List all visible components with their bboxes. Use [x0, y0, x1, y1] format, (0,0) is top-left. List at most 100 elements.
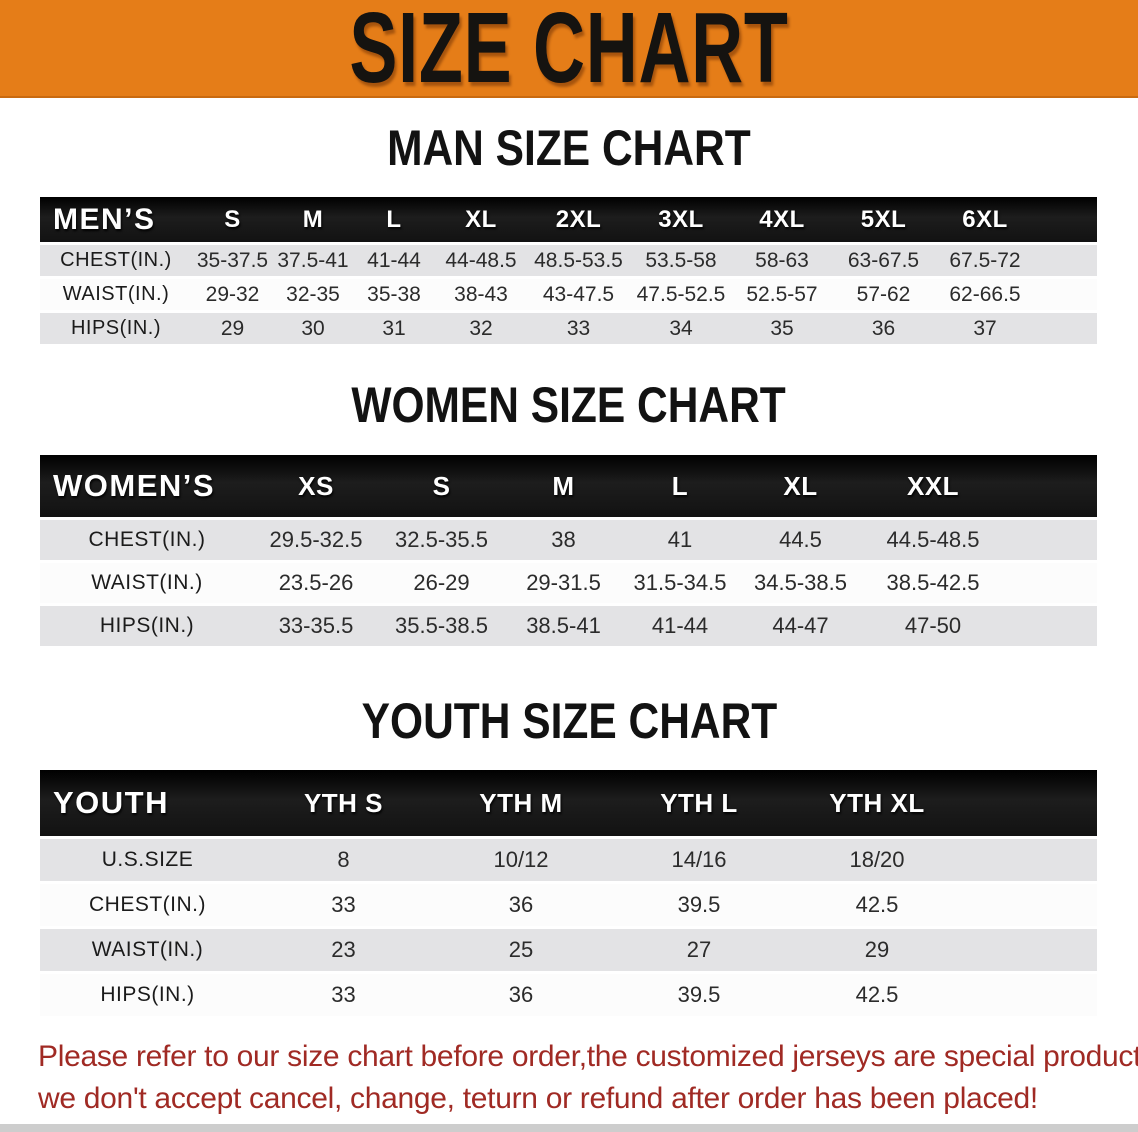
column-header-cell: 3XL — [630, 197, 732, 242]
row-label-cell: HIPS(IN.) — [40, 971, 255, 1016]
column-header-cell: 4XL — [732, 197, 832, 242]
disclaimer-note: Please refer to our size chart before or… — [0, 1036, 1138, 1120]
size-value-cell: 23 — [255, 926, 432, 971]
size-value-cell: 43-47.5 — [527, 276, 630, 310]
column-header-cell: YTH L — [610, 770, 788, 836]
header-row: MEN’S S M L XL 2XL 3XL 4XL 5XL 6XL — [40, 197, 1097, 242]
size-value-cell: 44.5-48.5 — [863, 517, 1003, 560]
size-value-cell: 41-44 — [353, 242, 435, 276]
row-label-cell: HIPS(IN.) — [40, 603, 254, 646]
size-value-cell: 26-29 — [378, 560, 505, 603]
row-label-cell: U.S.SIZE — [40, 836, 255, 881]
size-value-cell: 41-44 — [622, 603, 738, 646]
spacer-cell — [966, 971, 1097, 1016]
size-chart-banner: SIZE CHART — [0, 0, 1138, 98]
size-value-cell: 39.5 — [610, 881, 788, 926]
column-header-cell: XL — [435, 197, 527, 242]
table-row: HIPS(IN.) 29 30 31 32 33 34 35 36 37 — [40, 310, 1097, 344]
size-value-cell: 34 — [630, 310, 732, 344]
size-value-cell: 34.5-38.5 — [738, 560, 863, 603]
women-size-table: WOMEN’S XS S M L XL XXL CHEST(IN.) 29.5-32.5 32.5… — [40, 455, 1097, 646]
spacer-cell — [966, 836, 1097, 881]
table-row: HIPS(IN.) 33 36 39.5 42.5 — [40, 971, 1097, 1016]
spacer-cell — [1003, 517, 1097, 560]
column-header-cell: S — [192, 197, 273, 242]
size-value-cell: 14/16 — [610, 836, 788, 881]
size-value-cell: 37.5-41 — [273, 242, 353, 276]
table-row: CHEST(IN.) 33 36 39.5 42.5 — [40, 881, 1097, 926]
column-header-cell: XS — [254, 455, 378, 517]
size-value-cell: 44-48.5 — [435, 242, 527, 276]
column-header-cell: 6XL — [935, 197, 1035, 242]
row-label-cell: WAIST(IN.) — [40, 926, 255, 971]
size-value-cell: 8 — [255, 836, 432, 881]
size-value-cell: 35-38 — [353, 276, 435, 310]
size-value-cell: 44.5 — [738, 517, 863, 560]
group-header-cell: WOMEN’S — [40, 455, 254, 517]
size-value-cell: 32-35 — [273, 276, 353, 310]
bottom-strip — [0, 1124, 1138, 1132]
column-header-cell: 2XL — [527, 197, 630, 242]
size-value-cell: 67.5-72 — [935, 242, 1035, 276]
spacer-cell — [1035, 242, 1097, 276]
group-header-cell: YOUTH — [40, 770, 255, 836]
size-value-cell: 48.5-53.5 — [527, 242, 630, 276]
size-value-cell: 35-37.5 — [192, 242, 273, 276]
spacer-cell — [1003, 455, 1097, 517]
size-value-cell: 44-47 — [738, 603, 863, 646]
column-header-cell: XL — [738, 455, 863, 517]
size-value-cell: 30 — [273, 310, 353, 344]
column-header-cell: 5XL — [832, 197, 935, 242]
column-header-cell: L — [353, 197, 435, 242]
size-value-cell: 10/12 — [432, 836, 610, 881]
column-header-cell: YTH S — [255, 770, 432, 836]
column-header-cell: M — [505, 455, 622, 517]
size-value-cell: 47-50 — [863, 603, 1003, 646]
column-header-cell: XXL — [863, 455, 1003, 517]
column-header-cell: L — [622, 455, 738, 517]
size-value-cell: 32 — [435, 310, 527, 344]
table-row: U.S.SIZE 8 10/12 14/16 18/20 — [40, 836, 1097, 881]
group-header-cell: MEN’S — [40, 197, 192, 242]
size-value-cell: 39.5 — [610, 971, 788, 1016]
size-value-cell: 29 — [192, 310, 273, 344]
row-label-cell: CHEST(IN.) — [40, 517, 254, 560]
table-row: WAIST(IN.) 23.5-26 26-29 29-31.5 31.5-34.5 34… — [40, 560, 1097, 603]
size-value-cell: 33 — [527, 310, 630, 344]
spacer-cell — [1003, 603, 1097, 646]
spacer-cell — [1035, 276, 1097, 310]
size-value-cell: 33-35.5 — [254, 603, 378, 646]
spacer-cell — [1003, 560, 1097, 603]
size-value-cell: 25 — [432, 926, 610, 971]
table-row: CHEST(IN.) 35-37.5 37.5-41 41-44 44-48.5 48.5… — [40, 242, 1097, 276]
size-value-cell: 35.5-38.5 — [378, 603, 505, 646]
size-value-cell: 38 — [505, 517, 622, 560]
size-value-cell: 35 — [732, 310, 832, 344]
size-value-cell: 33 — [255, 971, 432, 1016]
disclaimer-line-1: Please refer to our size chart before or… — [38, 1040, 1138, 1073]
size-value-cell: 38.5-41 — [505, 603, 622, 646]
column-header-cell: M — [273, 197, 353, 242]
size-value-cell: 52.5-57 — [732, 276, 832, 310]
men-size-table-wrap: MEN’S S M L XL 2XL 3XL 4XL 5XL 6XL CHEST(IN.) 35-37… — [0, 197, 1138, 344]
row-label-cell: HIPS(IN.) — [40, 310, 192, 344]
youth-size-table-wrap: YOUTH YTH S YTH M YTH L YTH XL U.S.SIZE 8 10/12… — [0, 770, 1138, 1016]
row-label-cell: CHEST(IN.) — [40, 881, 255, 926]
spacer-cell — [1035, 310, 1097, 344]
size-value-cell: 32.5-35.5 — [378, 517, 505, 560]
table-row: CHEST(IN.) 29.5-32.5 32.5-35.5 38 41 44.5 44.5… — [40, 517, 1097, 560]
size-value-cell: 31.5-34.5 — [622, 560, 738, 603]
row-label-cell: CHEST(IN.) — [40, 242, 192, 276]
size-value-cell: 29-32 — [192, 276, 273, 310]
men-size-table: MEN’S S M L XL 2XL 3XL 4XL 5XL 6XL CHEST(IN.) 35-37… — [40, 197, 1097, 344]
header-row: WOMEN’S XS S M L XL XXL — [40, 455, 1097, 517]
spacer-cell — [1035, 197, 1097, 242]
size-value-cell: 53.5-58 — [630, 242, 732, 276]
section-heading-women: WOMEN SIZE CHART — [351, 377, 787, 433]
spacer-cell — [966, 881, 1097, 926]
column-header-cell: YTH XL — [788, 770, 966, 836]
size-value-cell: 62-66.5 — [935, 276, 1035, 310]
size-value-cell: 42.5 — [788, 971, 966, 1016]
size-value-cell: 37 — [935, 310, 1035, 344]
row-label-cell: WAIST(IN.) — [40, 276, 192, 310]
